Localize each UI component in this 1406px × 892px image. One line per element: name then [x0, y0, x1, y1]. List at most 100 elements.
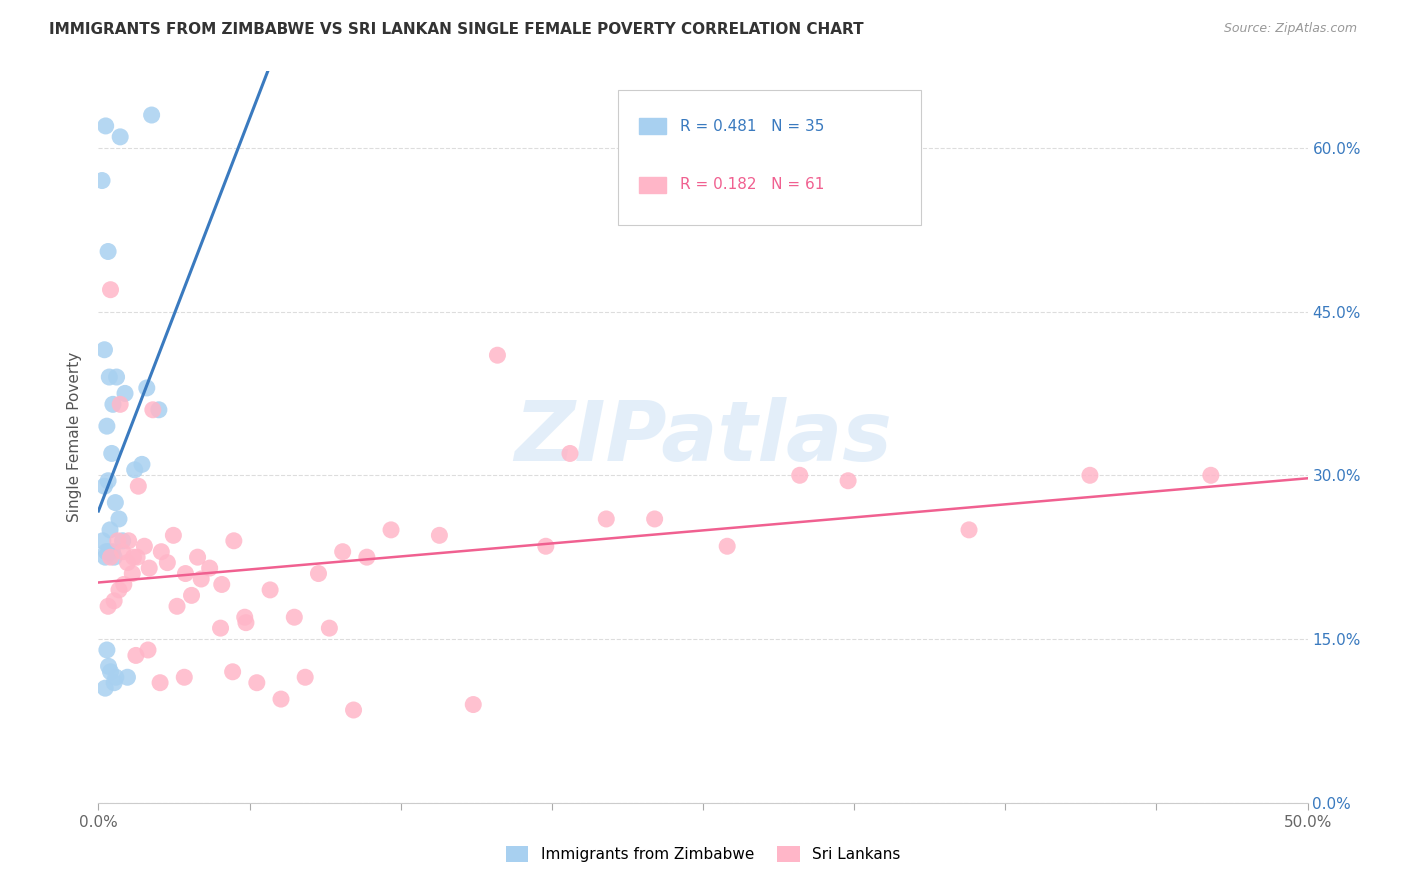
- Point: [108, 397, 131, 411]
- Point: [100, 665, 122, 679]
- Point: [97, 599, 120, 614]
- Text: R = 0.481   N = 35: R = 0.481 N = 35: [681, 119, 824, 134]
- Point: [259, 582, 281, 597]
- Point: [105, 370, 128, 384]
- Point: [108, 582, 131, 597]
- Point: [117, 670, 139, 684]
- Point: [127, 550, 149, 565]
- Point: [211, 577, 233, 591]
- Point: [127, 479, 149, 493]
- Point: [122, 550, 145, 565]
- Point: [716, 539, 738, 553]
- Point: [187, 550, 209, 565]
- Point: [246, 675, 269, 690]
- Point: [156, 556, 179, 570]
- Point: [124, 463, 146, 477]
- Point: [94, 550, 117, 565]
- Point: [233, 610, 256, 624]
- Text: IMMIGRANTS FROM ZIMBABWE VS SRI LANKAN SINGLE FEMALE POVERTY CORRELATION CHART: IMMIGRANTS FROM ZIMBABWE VS SRI LANKAN S…: [49, 22, 863, 37]
- Point: [111, 533, 134, 548]
- Point: [125, 648, 148, 663]
- Point: [957, 523, 980, 537]
- Point: [94, 119, 117, 133]
- Point: [283, 610, 305, 624]
- Y-axis label: Single Female Poverty: Single Female Poverty: [67, 352, 83, 522]
- Point: [131, 458, 153, 472]
- Point: [108, 129, 131, 144]
- Point: [837, 474, 859, 488]
- Point: [429, 528, 451, 542]
- Point: [121, 566, 143, 581]
- Point: [97, 244, 120, 259]
- Point: [1078, 468, 1101, 483]
- Point: [190, 572, 212, 586]
- Bar: [638, 177, 665, 193]
- Point: [117, 556, 139, 570]
- Point: [96, 545, 118, 559]
- Point: [789, 468, 811, 483]
- Point: [136, 643, 159, 657]
- Point: [356, 550, 378, 565]
- Point: [100, 446, 122, 460]
- Text: ZIPatlas: ZIPatlas: [515, 397, 891, 477]
- Point: [150, 545, 173, 559]
- Point: [141, 108, 163, 122]
- FancyBboxPatch shape: [619, 90, 921, 225]
- Point: [114, 386, 136, 401]
- Point: [101, 397, 124, 411]
- Point: [138, 561, 160, 575]
- Point: [97, 474, 120, 488]
- Point: [108, 512, 131, 526]
- Point: [534, 539, 557, 553]
- Point: [100, 283, 122, 297]
- Point: [318, 621, 340, 635]
- Point: [595, 512, 617, 526]
- Point: [463, 698, 485, 712]
- Point: [97, 659, 120, 673]
- Point: [270, 692, 292, 706]
- Point: [93, 479, 115, 493]
- Point: [100, 550, 122, 565]
- Point: [101, 545, 124, 559]
- Point: [149, 675, 172, 690]
- Point: [142, 402, 165, 417]
- Point: [221, 665, 243, 679]
- Point: [166, 599, 188, 614]
- Point: [162, 528, 184, 542]
- Point: [98, 370, 121, 384]
- Legend: Immigrants from Zimbabwe, Sri Lankans: Immigrants from Zimbabwe, Sri Lankans: [499, 840, 907, 868]
- Point: [91, 173, 114, 187]
- Point: [486, 348, 509, 362]
- Point: [1199, 468, 1222, 483]
- Point: [93, 343, 115, 357]
- Text: R = 0.182   N = 61: R = 0.182 N = 61: [681, 178, 824, 193]
- Point: [308, 566, 330, 581]
- Point: [235, 615, 257, 630]
- Point: [96, 419, 118, 434]
- Point: [209, 621, 232, 635]
- Point: [198, 561, 221, 575]
- Point: [180, 588, 202, 602]
- Point: [294, 670, 316, 684]
- Point: [332, 545, 354, 559]
- Point: [91, 533, 114, 548]
- Point: [135, 381, 157, 395]
- Point: [644, 512, 666, 526]
- Point: [118, 533, 141, 548]
- Point: [342, 703, 364, 717]
- Point: [103, 675, 125, 690]
- Point: [104, 670, 127, 684]
- Point: [380, 523, 402, 537]
- Point: [98, 523, 121, 537]
- Point: [134, 539, 156, 553]
- Point: [103, 550, 125, 565]
- Point: [96, 643, 118, 657]
- Point: [148, 402, 170, 417]
- Point: [174, 566, 197, 581]
- Text: Source: ZipAtlas.com: Source: ZipAtlas.com: [1223, 22, 1357, 36]
- Point: [173, 670, 195, 684]
- Point: [97, 545, 120, 559]
- Point: [94, 681, 117, 695]
- Point: [558, 446, 581, 460]
- Point: [222, 533, 245, 548]
